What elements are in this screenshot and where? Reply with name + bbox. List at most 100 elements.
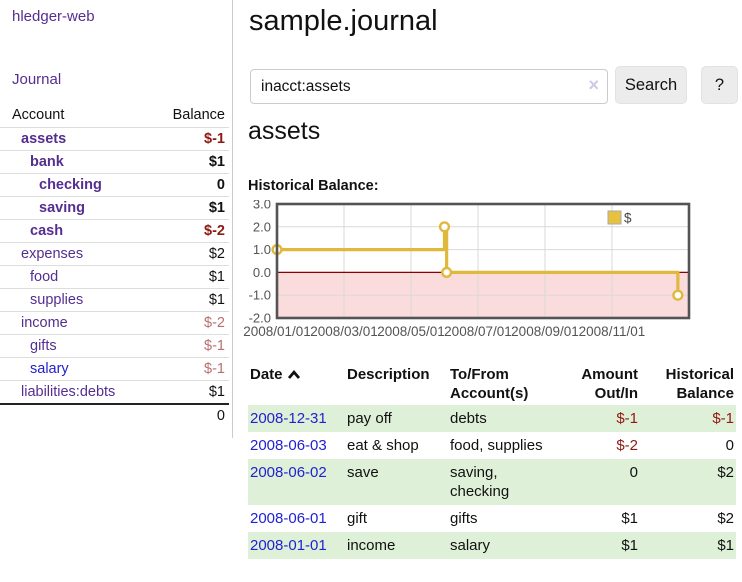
register-header-historical: Historical Balance bbox=[665, 366, 734, 402]
account-row: expenses $2 bbox=[0, 242, 229, 266]
transaction-date-link[interactable]: 2008-06-03 bbox=[250, 437, 327, 454]
transaction-accounts: debts bbox=[450, 410, 487, 427]
account-row: liabilities:debts $1 bbox=[0, 380, 229, 404]
svg-text:2008/11/01: 2008/11/01 bbox=[579, 324, 646, 339]
account-row: gifts $-1 bbox=[0, 334, 229, 358]
svg-text:1.0: 1.0 bbox=[253, 242, 271, 257]
account-link-food[interactable]: food bbox=[30, 269, 59, 285]
svg-text:2008/01/01: 2008/01/01 bbox=[243, 324, 311, 339]
register-header-tofrom: To/From Account(s) bbox=[450, 366, 529, 402]
svg-text:-1.0: -1.0 bbox=[249, 288, 271, 303]
transaction-description: save bbox=[347, 464, 379, 481]
account-balance: $-1 bbox=[145, 334, 229, 358]
account-balance: $-2 bbox=[145, 311, 229, 335]
account-link-salary[interactable]: salary bbox=[30, 361, 69, 377]
account-link-bank[interactable]: bank bbox=[30, 154, 64, 170]
register-header-amount: Amount Out/In bbox=[581, 366, 638, 402]
account-balance: $1 bbox=[145, 265, 229, 289]
svg-text:0.0: 0.0 bbox=[253, 265, 271, 280]
transaction-amount: $-1 bbox=[616, 410, 638, 427]
transaction-amount: 0 bbox=[629, 464, 638, 481]
account-row: checking 0 bbox=[0, 173, 229, 197]
register-header-date[interactable]: Date bbox=[248, 362, 345, 405]
account-link-income[interactable]: income bbox=[21, 315, 68, 331]
account-link-liabilities-debts[interactable]: liabilities:debts bbox=[21, 384, 116, 400]
transaction-date-link[interactable]: 2008-06-02 bbox=[250, 464, 327, 481]
account-row: saving $1 bbox=[0, 196, 229, 220]
account-link-assets[interactable]: assets bbox=[21, 131, 67, 147]
account-link-checking[interactable]: checking bbox=[39, 177, 102, 193]
account-row: bank $1 bbox=[0, 150, 229, 174]
transaction-historical-balance: $1 bbox=[717, 537, 734, 554]
transaction-date-link[interactable]: 2008-12-31 bbox=[250, 410, 327, 427]
transaction-date-link[interactable]: 2008-01-01 bbox=[250, 537, 327, 554]
accounts-total-value: 0 bbox=[145, 403, 229, 427]
account-row: salary $-1 bbox=[0, 357, 229, 381]
register-header-description: Description bbox=[347, 366, 430, 383]
search-button[interactable]: Search bbox=[615, 66, 687, 104]
search-box: × bbox=[250, 69, 608, 104]
account-link-supplies[interactable]: supplies bbox=[30, 292, 84, 308]
register-header-row: Date Description To/From Account(s) Amoun… bbox=[248, 362, 736, 405]
svg-text:3.0: 3.0 bbox=[253, 200, 271, 212]
account-balance: $-2 bbox=[145, 219, 229, 243]
transaction-historical-balance: $2 bbox=[717, 510, 734, 527]
account-link-expenses[interactable]: expenses bbox=[21, 246, 84, 262]
register-table: Date Description To/From Account(s) Amoun… bbox=[248, 362, 736, 559]
transaction-description: income bbox=[347, 537, 396, 554]
legend-swatch bbox=[607, 210, 622, 225]
brand-link[interactable]: hledger-web bbox=[12, 8, 95, 25]
register-row: 2008-01-01 income salary $1 $1 bbox=[248, 532, 736, 559]
account-link-cash[interactable]: cash bbox=[30, 223, 64, 239]
clear-search-icon[interactable]: × bbox=[588, 75, 599, 95]
transaction-description: pay off bbox=[347, 410, 392, 427]
sort-ascending-icon[interactable] bbox=[287, 366, 301, 385]
transaction-amount: $1 bbox=[621, 537, 638, 554]
register-row: 2008-06-02 save saving, checking 0 $2 bbox=[248, 459, 736, 505]
account-balance: $1 bbox=[145, 288, 229, 312]
transaction-accounts: food, supplies bbox=[450, 437, 543, 454]
account-row: cash $-2 bbox=[0, 219, 229, 243]
account-balance: 0 bbox=[145, 173, 229, 197]
account-balance: $-1 bbox=[145, 357, 229, 381]
account-row: supplies $1 bbox=[0, 288, 229, 312]
account-row: income $-2 bbox=[0, 311, 229, 335]
transaction-historical-balance: 0 bbox=[725, 437, 734, 454]
legend-label: $ bbox=[624, 211, 632, 226]
svg-text:2.0: 2.0 bbox=[253, 219, 271, 234]
sidebar-divider bbox=[232, 0, 233, 438]
svg-text:2008/03/01: 2008/03/01 bbox=[310, 324, 378, 339]
account-row: food $1 bbox=[0, 265, 229, 289]
account-balance: $2 bbox=[145, 242, 229, 266]
search-input[interactable] bbox=[250, 69, 608, 104]
transaction-description: eat & shop bbox=[347, 437, 419, 454]
transaction-historical-balance: $2 bbox=[717, 464, 734, 481]
transaction-accounts: gifts bbox=[450, 510, 478, 527]
transaction-amount: $1 bbox=[621, 510, 638, 527]
register-row: 2008-12-31 pay off debts $-1 $-1 bbox=[248, 405, 736, 432]
chart-label: Historical Balance: bbox=[248, 178, 379, 194]
account-balance: $1 bbox=[145, 380, 229, 404]
accounts-total-row: 0 bbox=[0, 403, 229, 427]
transaction-description: gift bbox=[347, 510, 368, 527]
svg-text:-2.0: -2.0 bbox=[249, 311, 271, 326]
nav-journal-link[interactable]: Journal bbox=[12, 71, 62, 88]
transaction-accounts: salary bbox=[450, 537, 491, 554]
svg-text:2008/07/01: 2008/07/01 bbox=[444, 324, 512, 339]
help-button[interactable]: ? bbox=[701, 66, 738, 104]
accounts-table: Account Balance assets $-1 bank $1 check… bbox=[0, 103, 229, 427]
accounts-header-row: Account Balance bbox=[0, 103, 229, 128]
account-link-saving[interactable]: saving bbox=[39, 200, 85, 216]
register-row: 2008-06-03 eat & shop food, supplies $-2… bbox=[248, 432, 736, 459]
accounts-header-balance: Balance bbox=[172, 107, 225, 123]
account-link-gifts[interactable]: gifts bbox=[30, 338, 57, 354]
transaction-date-link[interactable]: 2008-06-01 bbox=[250, 510, 327, 527]
account-balance: $-1 bbox=[145, 127, 229, 151]
account-balance: $1 bbox=[145, 150, 229, 174]
svg-text:2008/05/01: 2008/05/01 bbox=[377, 324, 445, 339]
accounts-header-account: Account bbox=[12, 107, 65, 123]
transaction-accounts: saving, checking bbox=[450, 464, 510, 500]
account-row: assets $-1 bbox=[0, 127, 229, 151]
transaction-amount: $-2 bbox=[616, 437, 638, 454]
